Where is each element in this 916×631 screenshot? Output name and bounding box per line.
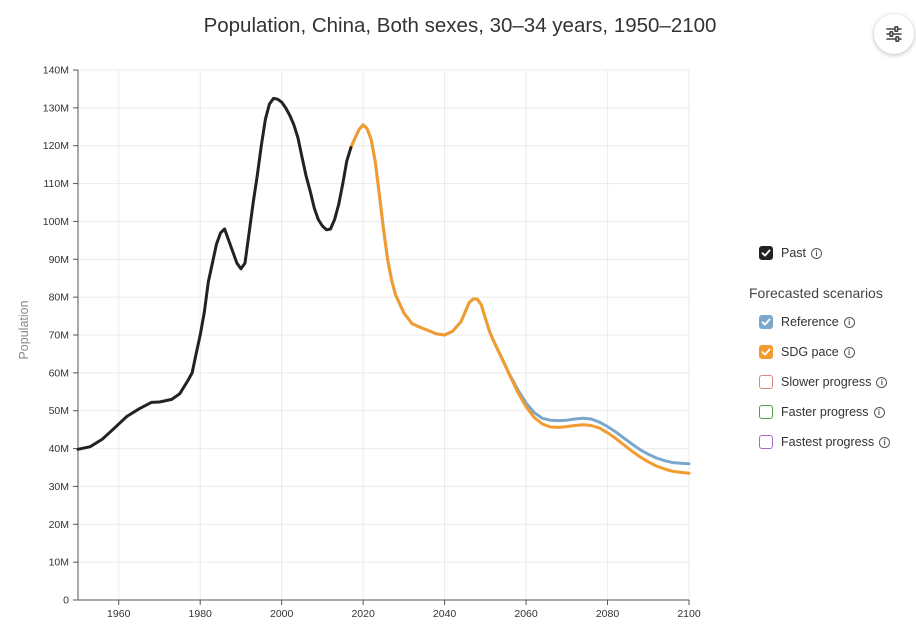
y-tick-label: 100M [43, 216, 69, 228]
x-tick-label: 2020 [351, 608, 375, 620]
y-tick-label: 50M [49, 405, 69, 417]
y-tick-label: 110M [44, 178, 70, 190]
legend-label-sdg-pace: SDG pace [781, 345, 839, 359]
legend-label-reference: Reference [781, 315, 839, 329]
sliders-icon [886, 26, 902, 42]
slower-progress-checkbox[interactable] [759, 375, 773, 389]
legend-item-slower-progress[interactable]: Slower progress i [759, 372, 888, 392]
legend-label-slower-progress: Slower progress [781, 375, 872, 389]
legend-item-faster-progress[interactable]: Faster progress i [759, 402, 885, 422]
chart-title: Population, China, Both sexes, 30–34 yea… [203, 14, 717, 37]
x-tick-label: 1960 [107, 608, 131, 620]
info-icon[interactable]: i [843, 316, 855, 328]
y-tick-label: 80M [49, 292, 69, 304]
series-lines [76, 96, 691, 475]
y-tick-label: 30M [49, 481, 69, 493]
series-line-sdg-pace [349, 123, 691, 475]
info-icon[interactable]: i [876, 376, 888, 388]
legend-label-past: Past [781, 246, 807, 260]
x-tick-label: 2000 [270, 608, 294, 620]
series-line-past [76, 96, 353, 451]
fastest-progress-checkbox[interactable] [759, 435, 773, 449]
legend-label-faster-progress: Faster progress [781, 405, 869, 419]
legend-item-reference[interactable]: Reference i [759, 312, 855, 332]
x-tick-label: 2080 [596, 608, 620, 620]
x-tick-label: 2040 [433, 608, 457, 620]
series-line-reference [349, 123, 691, 466]
y-tick-label: 20M [49, 519, 69, 531]
y-tick-label: 90M [49, 254, 69, 266]
y-tick-label: 120M [43, 140, 69, 152]
y-tick-label: 70M [49, 330, 69, 342]
info-icon[interactable]: i [843, 346, 855, 358]
grid-lines [78, 69, 690, 600]
info-icon[interactable]: i [811, 247, 823, 259]
info-icon[interactable]: i [873, 406, 885, 418]
settings-button[interactable] [874, 14, 914, 54]
x-tick-label: 2100 [677, 608, 701, 620]
check-icon [761, 318, 771, 326]
legend-item-past[interactable]: Past i [759, 243, 823, 263]
legend-item-fastest-progress[interactable]: Fastest progress i [759, 432, 891, 452]
legend-item-sdg-pace[interactable]: SDG pace i [759, 342, 855, 362]
info-icon[interactable]: i [879, 436, 891, 448]
faster-progress-checkbox[interactable] [759, 405, 773, 419]
axes: 0 10M 20M 30M 40M 50M 60M 70M 80M 90M 100M 110M 120M… [43, 65, 701, 621]
x-tick-label: 2060 [514, 608, 538, 620]
y-tick-label: 140M [43, 65, 69, 77]
y-tick-label: 40M [49, 443, 69, 455]
y-tick-label: 60M [49, 367, 69, 379]
x-tick-label: 1980 [189, 608, 213, 620]
legend-label-fastest-progress: Fastest progress [781, 435, 875, 449]
forecast-heading: Forecasted scenarios [749, 285, 883, 301]
check-icon [761, 249, 771, 257]
reference-checkbox[interactable] [759, 315, 773, 329]
check-icon [761, 348, 771, 356]
past-checkbox[interactable] [759, 246, 773, 260]
y-tick-label: 10M [49, 557, 69, 569]
sdg-pace-checkbox[interactable] [759, 345, 773, 359]
y-tick-label: 130M [43, 102, 69, 114]
y-tick-label: 0 [63, 595, 69, 607]
